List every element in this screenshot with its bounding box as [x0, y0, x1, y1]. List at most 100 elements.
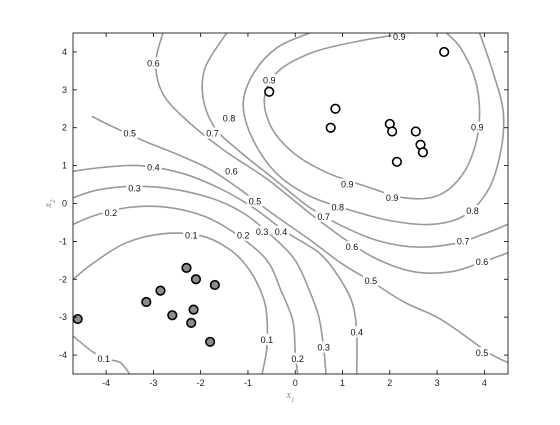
contour-label-bg-05-3 [473, 347, 490, 359]
data-point-open-circle-6 [410, 126, 421, 137]
contour-line-04-0 [73, 164, 358, 374]
contour-label-bg-06-2 [343, 241, 360, 253]
contour-label-bg-09-4 [384, 191, 401, 203]
y-tick-label: 1 [62, 161, 67, 171]
contour-label-bg-06-1 [223, 165, 240, 177]
contour-labels: 0.1 0.1 0.1 0.2 0.2 0.2 0.3 0.3 0.3 0.4 0.4 0.4 0.5 0… [95, 30, 490, 364]
x-tick-label: 3 [435, 378, 440, 388]
y-tick-label: -1 [59, 236, 67, 246]
y-tick-label: 3 [62, 85, 67, 95]
contour-label-bg-08-0 [221, 112, 238, 124]
contour-label-01-2: 0.1 [97, 354, 110, 364]
axes: -4 -3 -2 -1 0 1 2 3 4 -4 -3 -2 -1 0 1 2 3 4 x1 x2 [43, 33, 508, 404]
contour-label-02-1: 0.2 [237, 231, 250, 241]
contour-label-bg-09-1 [391, 30, 408, 42]
contour-label-bg-01-2 [95, 352, 112, 364]
contour-label-bg-05-1 [247, 195, 264, 207]
y-tick-label: -2 [59, 274, 67, 284]
contour-label-bg-09-0 [261, 74, 278, 86]
contour-label-bg-08-2 [464, 205, 481, 217]
contour-lines [73, 33, 508, 374]
contour-label-09-3: 0.9 [341, 180, 354, 190]
contour-label-bg-04-0 [145, 161, 162, 173]
contour-label-bg-02-1 [235, 229, 252, 241]
contour-label-04-1: 0.4 [275, 227, 288, 237]
x-tick-label: 0 [293, 378, 298, 388]
contour-label-bg-05-0 [121, 127, 138, 139]
data-point-open-circle-9 [391, 156, 402, 167]
data-point-open-circle-2 [330, 103, 341, 114]
contour-label-bg-03-1 [254, 225, 271, 237]
contour-label-09-0: 0.9 [263, 75, 276, 85]
x-axis-label: x1 [286, 390, 295, 404]
contour-label-09-4: 0.9 [386, 193, 399, 203]
x-tick-label: 4 [482, 378, 487, 388]
contour-label-05-0: 0.5 [123, 128, 136, 138]
contour-label-09-2: 0.9 [471, 123, 484, 133]
contour-label-06-0: 0.6 [147, 58, 160, 68]
contour-label-07-2: 0.7 [457, 236, 470, 246]
contour-label-07-1: 0.7 [317, 212, 330, 222]
contour-label-bg-01-0 [183, 229, 200, 241]
contour-label-bg-02-0 [102, 206, 119, 218]
contour-line-07-0 [201, 33, 508, 248]
contour-label-06-1: 0.6 [225, 166, 238, 176]
plot-frame [72, 32, 509, 375]
contour-label-bg-04-2 [348, 326, 365, 338]
data-point-open-circle-5 [387, 126, 398, 137]
contour-label-04-2: 0.4 [350, 327, 363, 337]
x-tick-label: -4 [102, 378, 110, 388]
x-tick-label: 2 [387, 378, 392, 388]
contour-label-05-3: 0.5 [476, 348, 489, 358]
contour-label-08-0: 0.8 [223, 113, 236, 123]
contour-label-02-0: 0.2 [105, 208, 118, 218]
contour-line-05-0 [91, 115, 508, 364]
y-tick-label: -3 [59, 312, 67, 322]
y-tick-label: 2 [62, 123, 67, 133]
data-point-filled-circle-7 [186, 317, 197, 328]
contour-label-bg-07-2 [455, 235, 472, 247]
contour-label-03-2: 0.3 [317, 342, 330, 352]
data-point-filled-circle-6 [167, 310, 178, 321]
x-tick-label: -2 [197, 378, 205, 388]
contour-label-bg-08-1 [329, 201, 346, 213]
contour-label-08-2: 0.8 [466, 206, 479, 216]
x-tick-label: 1 [340, 378, 345, 388]
contour-label-bg-07-1 [315, 210, 332, 222]
contour-label-bg-03-2 [315, 341, 332, 353]
data-point-filled-circle-1 [190, 274, 202, 285]
x-tick-label: -3 [149, 378, 157, 388]
data-point-filled-circle-5 [188, 304, 199, 315]
contour-line-01-0 [73, 232, 269, 374]
y-tick-label: 0 [62, 199, 67, 209]
contour-label-bg-09-3 [339, 178, 356, 190]
data-point-open-circle-8 [417, 147, 428, 158]
data-point-filled-circle-0 [181, 262, 192, 274]
contour-label-bg-01-1 [258, 333, 275, 345]
contour-label-01-1: 0.1 [261, 335, 274, 345]
contour-label-05-2: 0.5 [365, 276, 378, 286]
contour-label-06-3: 0.6 [476, 257, 489, 267]
contour-label-bg-09-2 [469, 121, 486, 133]
contour-line-08-0 [242, 33, 505, 226]
y-axis-label: x2 [43, 199, 57, 208]
contour-label-bg-06-0 [145, 57, 162, 69]
contour-label-bg-04-1 [273, 225, 290, 237]
contour-label-09-1: 0.9 [393, 32, 406, 42]
contour-label-02-2: 0.2 [291, 354, 304, 364]
contour-label-bg-05-2 [362, 275, 379, 287]
data-point-filled-circle-8 [205, 336, 216, 347]
contour-label-01-0: 0.1 [185, 231, 198, 241]
data-point-open-circle-3 [325, 122, 336, 133]
contour-label-04-0: 0.4 [147, 163, 160, 173]
contour-label-06-2: 0.6 [346, 242, 359, 252]
contour-line-09-0 [263, 33, 481, 200]
data-point-filled-circle-2 [209, 279, 220, 291]
x-tick-label: -1 [244, 378, 252, 388]
y-tick-label: 4 [62, 47, 67, 57]
contour-line-06-0 [154, 33, 508, 274]
contour-label-bg-06-3 [473, 256, 490, 268]
contour-label-03-0: 0.3 [128, 183, 141, 193]
data-point-open-circle-1 [264, 86, 275, 97]
